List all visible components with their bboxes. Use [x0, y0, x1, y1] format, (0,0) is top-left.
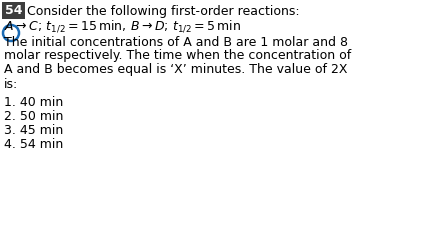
Text: The initial concentrations of A and B are 1 molar and 8: The initial concentrations of A and B ar… — [4, 35, 347, 49]
Bar — [2, 2, 25, 19]
Text: 1. 40 min: 1. 40 min — [4, 95, 63, 109]
Text: molar respectively. The time when the concentration of: molar respectively. The time when the co… — [4, 50, 351, 63]
Text: Consider the following first-order reactions:: Consider the following first-order react… — [27, 5, 299, 18]
Text: 2. 50 min: 2. 50 min — [4, 109, 63, 123]
Text: 54: 54 — [5, 4, 22, 17]
Text: A and B becomes equal is ‘X’ minutes. The value of 2X: A and B becomes equal is ‘X’ minutes. Th… — [4, 64, 347, 76]
Text: $A \rightarrow C;\,t_{1/2} = 15\,\mathrm{min},\,B \rightarrow D;\,t_{1/2} = 5\,\: $A \rightarrow C;\,t_{1/2} = 15\,\mathrm… — [4, 18, 241, 34]
Text: is:: is: — [4, 78, 18, 90]
Text: 3. 45 min: 3. 45 min — [4, 124, 63, 137]
Text: 4. 54 min: 4. 54 min — [4, 138, 63, 150]
